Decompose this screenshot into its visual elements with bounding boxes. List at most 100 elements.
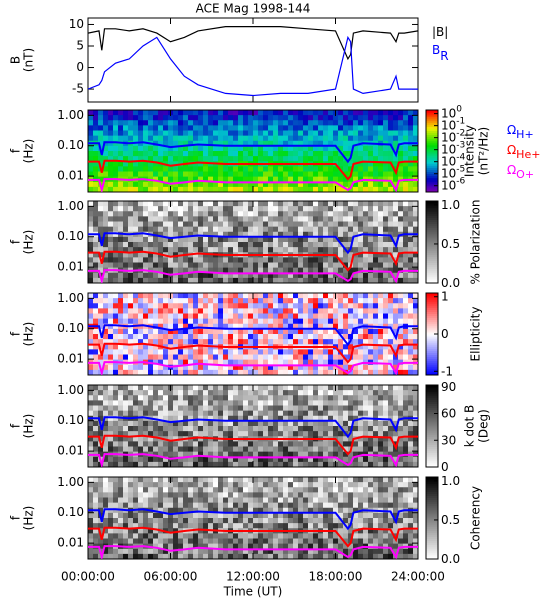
spectrogram-cell: [118, 171, 124, 178]
spectrogram-cell: [118, 390, 124, 396]
spectrogram-cell: [218, 257, 224, 263]
spectrogram-cell: [143, 354, 149, 361]
spectrogram-cell: [343, 130, 349, 137]
spectrogram-cell: [293, 415, 299, 422]
spectrogram-cell: [148, 318, 154, 325]
spectrogram-cell: [383, 252, 389, 258]
spectrogram-cell: [378, 216, 384, 222]
spectrogram-cell: [108, 497, 114, 504]
series-line: [88, 269, 418, 283]
spectrogram-cell: [413, 242, 419, 248]
legend-label: ΩHe+: [507, 143, 540, 162]
spectrogram-cell: [88, 236, 94, 243]
spectrogram-cell: [203, 502, 209, 509]
spectrogram-cell: [283, 298, 289, 304]
spectrogram-cell: [138, 313, 144, 320]
spectrogram-cell: [218, 140, 224, 147]
spectrogram-cell: [178, 226, 184, 233]
spectrogram-cell: [88, 156, 94, 162]
spectrogram-cell: [198, 339, 204, 345]
spectrogram-cell: [338, 267, 344, 274]
spectrogram-cell: [208, 135, 214, 142]
spectrogram-cell: [338, 120, 344, 126]
spectrogram-cell: [208, 405, 214, 412]
series-line: [88, 453, 418, 467]
spectrogram-cell: [238, 298, 244, 304]
spectrogram-cell: [293, 272, 299, 279]
spectrogram-cell: [323, 257, 329, 263]
spectrogram-cell: [123, 349, 129, 355]
spectrogram-cell: [303, 441, 309, 447]
spectrogram-cell: [143, 446, 149, 453]
spectrogram-cell: [178, 125, 184, 131]
spectrogram-cell: [363, 135, 369, 142]
spectrogram-cell: [208, 140, 214, 147]
spectrogram-cell: [113, 242, 119, 248]
spectrogram-cell: [163, 431, 169, 437]
spectrogram-cell: [353, 461, 359, 468]
spectrogram-cell: [178, 293, 184, 299]
spectrogram-cell: [293, 441, 299, 447]
spectrogram-cell: [253, 125, 259, 131]
spectrogram-cell: [268, 318, 274, 325]
spectrogram-cell: [113, 135, 119, 142]
spectrogram-cell: [303, 115, 309, 121]
spectrogram-cell: [88, 492, 94, 498]
spectrogram-cell: [133, 181, 139, 188]
spectrogram-cell: [88, 518, 94, 524]
spectrogram-cell: [98, 156, 104, 162]
spectrogram-cell: [233, 186, 239, 193]
spectrogram-cell: [113, 415, 119, 422]
spectrogram-cell: [243, 110, 249, 116]
spectrogram-cell: [258, 415, 264, 422]
spectrogram-cell: [348, 420, 354, 427]
spectrogram-cell: [323, 293, 329, 299]
spectrogram-cell: [88, 110, 94, 116]
spectrogram-cell: [228, 171, 234, 178]
spectrogram-cell: [288, 441, 294, 447]
spectrogram-cell: [323, 176, 329, 183]
spectrogram-cell: [133, 395, 139, 401]
spectrogram-cell: [228, 156, 234, 162]
spectrogram-cell: [193, 298, 199, 304]
spectrogram-cell: [248, 257, 254, 263]
spectrogram-cell: [273, 140, 279, 147]
spectrogram-cell: [138, 298, 144, 304]
spectrogram-cell: [383, 293, 389, 299]
spectrogram-cell: [343, 176, 349, 183]
colorbar-cell: [426, 179, 438, 183]
spectrogram-cell: [208, 277, 214, 284]
spectrogram-cell: [278, 242, 284, 248]
spectrogram-cell: [228, 211, 234, 217]
spectrogram-cell: [218, 431, 224, 437]
spectrogram-cell: [263, 135, 269, 142]
spectrogram-cell: [188, 221, 194, 228]
spectrogram-cell: [173, 308, 179, 314]
spectrogram-cell: [183, 426, 189, 432]
spectrogram-cell: [283, 451, 289, 458]
spectrogram-cell: [228, 441, 234, 447]
spectrogram-cell: [213, 369, 219, 376]
spectrogram-cell: [198, 441, 204, 447]
spectrogram-cell: [93, 211, 99, 217]
spectrogram-cell: [303, 181, 309, 188]
spectrogram-cell: [123, 252, 129, 258]
spectrogram-cell: [333, 323, 339, 330]
spectrogram-cell: [353, 441, 359, 447]
spectrogram-cell: [373, 456, 379, 463]
spectrogram-cell: [358, 313, 364, 320]
spectrogram-cell: [258, 247, 264, 253]
spectrogram-cell: [103, 166, 109, 172]
spectrogram-cell: [128, 502, 134, 509]
spectrogram-cell: [193, 497, 199, 504]
spectrogram-cell: [373, 252, 379, 258]
spectrogram-cell: [128, 477, 134, 483]
spectrogram-cell: [298, 156, 304, 162]
spectrogram-cell: [403, 257, 409, 263]
spectrogram-cell: [403, 456, 409, 463]
spectrogram-cell: [388, 166, 394, 172]
spectrogram-cell: [228, 349, 234, 355]
spectrogram-cell: [88, 400, 94, 406]
spectrogram-cell: [268, 364, 274, 371]
spectrogram-cell: [143, 528, 149, 534]
